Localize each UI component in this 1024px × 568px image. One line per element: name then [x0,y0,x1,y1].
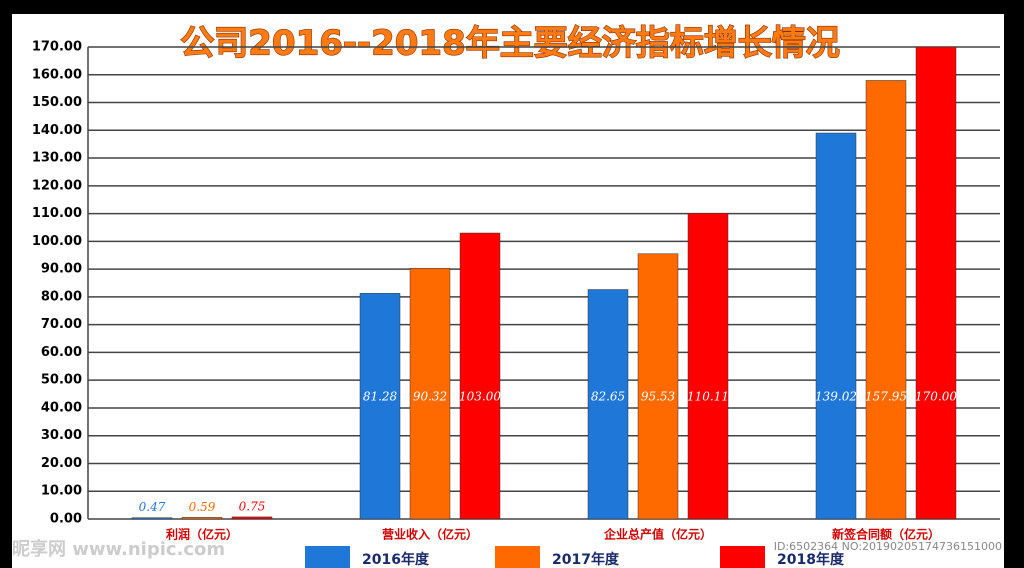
chart-title: 公司2016--2018年主要经济指标增长情况 [180,24,839,64]
y-tick-label: 0.00 [50,512,82,527]
bar [131,517,173,520]
y-tick-label: 160.00 [32,67,82,82]
bar [359,293,401,520]
legend-label: 2018年度 [777,551,845,568]
watermark-id: ID:6502364 NO:20190205174736151000 [774,540,1002,553]
y-tick-label: 40.00 [41,400,82,415]
y-tick-label: 120.00 [32,178,82,193]
x-tick-label: 利润（亿元） [166,527,238,542]
y-tick-label: 20.00 [41,456,82,471]
value-label: 82.65 [591,390,625,404]
y-tick-label: 100.00 [32,234,82,249]
y-tick-label: 140.00 [32,123,82,138]
y-tick-label: 30.00 [41,428,82,443]
legend-label: 2016年度 [362,551,430,568]
value-label: 110.11 [687,390,729,404]
watermark-site: 昵享网 www.nipic.com [12,538,225,560]
y-tick-label: 70.00 [41,317,82,332]
bar [231,516,273,520]
legend-swatch [495,546,540,568]
bar [409,267,451,520]
y-tick-label: 110.00 [32,206,82,221]
legend-swatch [720,546,765,568]
y-tick-label: 50.00 [41,373,82,388]
value-label: 95.53 [641,390,676,404]
value-label: 0.59 [189,500,216,514]
bar [181,517,223,520]
y-tick-label: 10.00 [41,484,82,499]
bar [587,289,629,520]
value-label: 170.00 [915,390,957,404]
bar [687,213,729,520]
y-tick-label: 130.00 [32,151,82,166]
bar [815,132,857,520]
legend-label: 2017年度 [552,551,620,568]
y-tick-label: 170.00 [32,40,82,55]
bar [865,80,907,520]
x-tick-label: 营业收入（亿元） [382,527,478,542]
value-label: 81.28 [363,390,398,404]
bar [915,46,957,520]
value-label: 103.00 [459,390,501,404]
value-label: 157.95 [865,390,907,404]
y-tick-label: 60.00 [41,345,82,360]
value-label: 90.32 [413,390,447,404]
bar [459,232,501,520]
bar [637,253,679,520]
y-tick-label: 150.00 [32,95,82,110]
y-tick-label: 90.00 [41,262,82,277]
value-label: 139.02 [815,390,857,404]
value-label: 0.47 [139,500,166,514]
y-tick-label: 80.00 [41,289,82,304]
legend-swatch [305,546,350,568]
x-tick-label: 新签合同额（亿元） [832,527,940,542]
x-tick-label: 企业总产值（亿元） [603,527,712,542]
value-label: 0.75 [239,499,266,513]
